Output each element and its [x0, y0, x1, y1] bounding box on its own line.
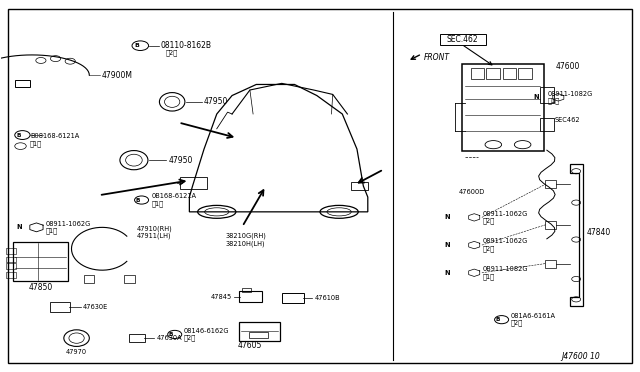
Text: B: B: [134, 43, 139, 48]
Text: 47630E: 47630E: [83, 304, 108, 310]
Text: 08110-8162B: 08110-8162B: [161, 41, 212, 50]
Text: 08146-6162G
（2）: 08146-6162G （2）: [184, 328, 229, 341]
Text: 47600D: 47600D: [459, 189, 485, 195]
Text: B: B: [136, 198, 140, 202]
Text: FRONT: FRONT: [424, 53, 450, 62]
Text: 47970: 47970: [66, 349, 87, 355]
Text: 47840: 47840: [586, 228, 611, 237]
Text: 47850: 47850: [29, 283, 53, 292]
Text: SEC.462: SEC.462: [447, 35, 479, 44]
Text: 47910(RH)
47911(LH): 47910(RH) 47911(LH): [136, 225, 172, 239]
Text: 081A6-6161A
（2）: 081A6-6161A （2）: [511, 313, 556, 327]
Text: N: N: [17, 224, 22, 230]
Text: N: N: [534, 94, 540, 100]
Text: 0B911-1082G
（1）: 0B911-1082G （1）: [483, 266, 528, 280]
Text: B: B: [495, 317, 500, 322]
Text: 47600: 47600: [556, 61, 580, 71]
Text: J47600 10: J47600 10: [561, 352, 600, 361]
Text: 47605: 47605: [237, 341, 262, 350]
Text: 38210G(RH)
38210H(LH): 38210G(RH) 38210H(LH): [226, 232, 267, 247]
Text: （2）: （2）: [166, 49, 179, 56]
Text: B: B: [169, 332, 173, 337]
Text: 47845: 47845: [211, 294, 232, 300]
Text: 08911-1062G
（2）: 08911-1062G （2）: [483, 238, 528, 252]
Text: N: N: [445, 214, 451, 220]
Text: B: B: [17, 132, 20, 138]
Text: 08911-1062G
（1）: 08911-1062G （1）: [46, 221, 92, 234]
Text: 0B168-6121A
（1）: 0B168-6121A （1）: [151, 193, 196, 207]
Text: 47950: 47950: [204, 97, 228, 106]
Text: N: N: [445, 242, 451, 248]
Text: 47950: 47950: [168, 155, 193, 165]
Text: 08911-1062G
（2）: 08911-1062G （2）: [483, 211, 528, 224]
Text: SEC462: SEC462: [554, 117, 580, 123]
Text: N: N: [445, 270, 451, 276]
Text: 47900M: 47900M: [101, 71, 132, 80]
Text: 47630A: 47630A: [156, 335, 182, 341]
Text: 47610B: 47610B: [314, 295, 340, 301]
Text: 08911-1082G
（1）: 08911-1082G （1）: [547, 90, 593, 104]
Text: B08168-6121A
（1）: B08168-6121A （1）: [30, 133, 79, 147]
